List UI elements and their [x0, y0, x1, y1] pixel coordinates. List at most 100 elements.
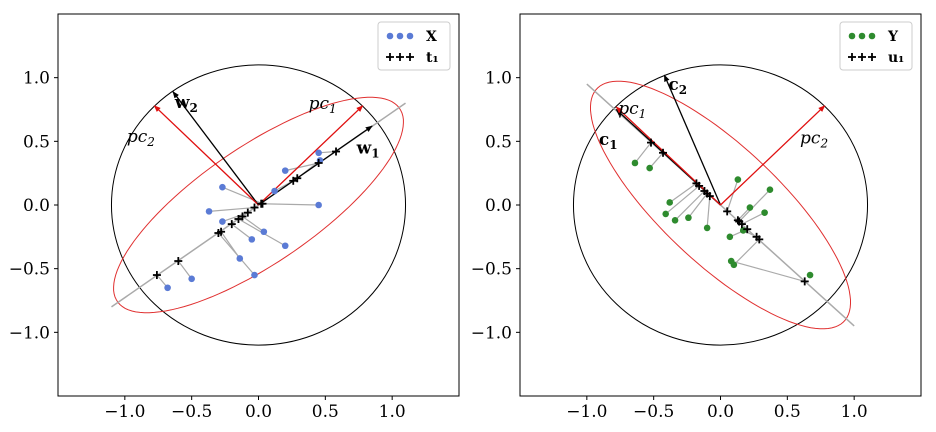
unit-circle — [110, 64, 407, 346]
pc2-label: pc2 — [127, 127, 155, 149]
x-tick-label: 0.5 — [774, 402, 801, 422]
data-point — [205, 208, 213, 215]
data-point — [315, 149, 322, 157]
data-point — [188, 275, 195, 283]
projection-marker — [755, 235, 764, 244]
projection-marker — [800, 277, 809, 286]
projection-connector — [222, 212, 249, 223]
c2-label: c2 — [668, 75, 687, 97]
legend-plus-marker — [868, 53, 876, 61]
projection-connector — [669, 182, 697, 203]
w2-label: w2 — [174, 93, 198, 115]
legend-label: Y — [887, 29, 899, 45]
y-tick-label: 0.5 — [485, 132, 512, 152]
legend-label: u₁ — [888, 50, 904, 66]
data-point — [248, 236, 256, 243]
y-tick-label: −1.0 — [9, 323, 50, 343]
legend-dot-marker — [406, 32, 414, 40]
projection-marker — [743, 225, 752, 234]
projection-marker — [257, 199, 266, 208]
covariance-ellipse — [590, 80, 851, 330]
projection-connector — [726, 179, 739, 212]
legend-dot-marker — [858, 32, 866, 40]
projection-marker — [250, 203, 259, 212]
data-point — [703, 224, 711, 232]
y-tick-label: 0.0 — [485, 196, 512, 216]
y-tick-label: 0.0 — [23, 196, 50, 216]
projection-marker — [293, 174, 302, 183]
data-point — [271, 187, 278, 195]
x-tick-label: 0.5 — [312, 402, 339, 422]
projection-connector — [674, 190, 705, 221]
projection-marker — [227, 220, 236, 229]
legend-item: Y — [848, 29, 899, 45]
projection-marker — [733, 216, 742, 225]
legend-box — [839, 21, 913, 71]
w1-label: w1 — [356, 139, 380, 161]
projection-marker — [705, 192, 714, 201]
data-point — [766, 186, 774, 194]
legend-dot-marker — [386, 32, 394, 40]
legend-dot-marker — [868, 32, 876, 40]
y-tick-label: 1.0 — [485, 69, 512, 89]
y-tick-label: 1.0 — [23, 69, 50, 89]
x-tick-label: 0.0 — [245, 402, 272, 422]
data-point — [219, 218, 226, 225]
x-tick-label: −0.5 — [171, 402, 212, 422]
data-point — [631, 159, 639, 167]
projection-connector — [261, 203, 319, 206]
data-point — [236, 255, 244, 262]
legend-item: X — [386, 29, 437, 45]
right-panel: c1 c2 pc1 pc2 −1.0 −0.5 0.0 0.5 1.0 −1.0 −0.5 0.0 0.… — [471, 13, 922, 422]
y-tick-label: −0.5 — [9, 260, 50, 280]
legend-label: X — [426, 29, 437, 45]
x-tick-label: −0.5 — [633, 402, 674, 422]
legend-plus-marker — [386, 53, 394, 61]
left-panel: w1 w2 pc1 pc2 −1.0 −0.5 0.0 0.5 1.0 −1.0 −0.5 0.0 0.… — [9, 13, 460, 422]
data-point — [734, 176, 742, 183]
projection-connector — [231, 223, 253, 240]
data-point — [251, 271, 258, 279]
projection-marker — [723, 207, 732, 216]
projection-marker — [737, 220, 746, 229]
projection-connector — [687, 193, 708, 219]
data-point — [666, 199, 674, 206]
legend-item: t₁ — [386, 50, 439, 66]
projection-marker — [695, 181, 704, 190]
projection-connector — [242, 215, 265, 233]
data-point — [726, 233, 734, 241]
y-tick-label: −0.5 — [471, 260, 512, 280]
projection-connector — [208, 206, 255, 212]
x-tick-label: −1.0 — [104, 402, 145, 422]
data-point — [685, 214, 692, 222]
pc1-label: pc1 — [618, 99, 646, 121]
legend-box — [377, 21, 451, 71]
pc1-label: pc1 — [309, 94, 337, 116]
data-point — [164, 284, 171, 292]
data-point — [315, 201, 322, 209]
unit-circle — [572, 64, 869, 346]
legend-dot-marker — [396, 32, 404, 40]
plot-area — [572, 64, 869, 346]
projection-marker — [646, 138, 655, 147]
projection-connector — [733, 238, 760, 266]
projection-connector — [634, 142, 652, 164]
projection-connector — [177, 260, 193, 280]
x-tick-label: −1.0 — [566, 402, 607, 422]
projection-connector — [649, 152, 664, 169]
pc2-label: pc2 — [800, 129, 828, 151]
projection-marker — [659, 148, 668, 157]
data-point — [739, 227, 747, 234]
legend-item: u₁ — [848, 50, 904, 66]
legend-dot-marker — [848, 32, 856, 40]
data-point — [761, 209, 768, 216]
data-point — [260, 228, 268, 236]
projection-connector — [665, 185, 700, 215]
legend-plus-marker — [396, 53, 404, 61]
x-tick-label: 1.0 — [841, 402, 868, 422]
data-point — [671, 216, 679, 224]
projection-connector — [741, 212, 765, 225]
projection-marker — [152, 271, 161, 280]
legend: Yu₁ — [839, 21, 913, 71]
